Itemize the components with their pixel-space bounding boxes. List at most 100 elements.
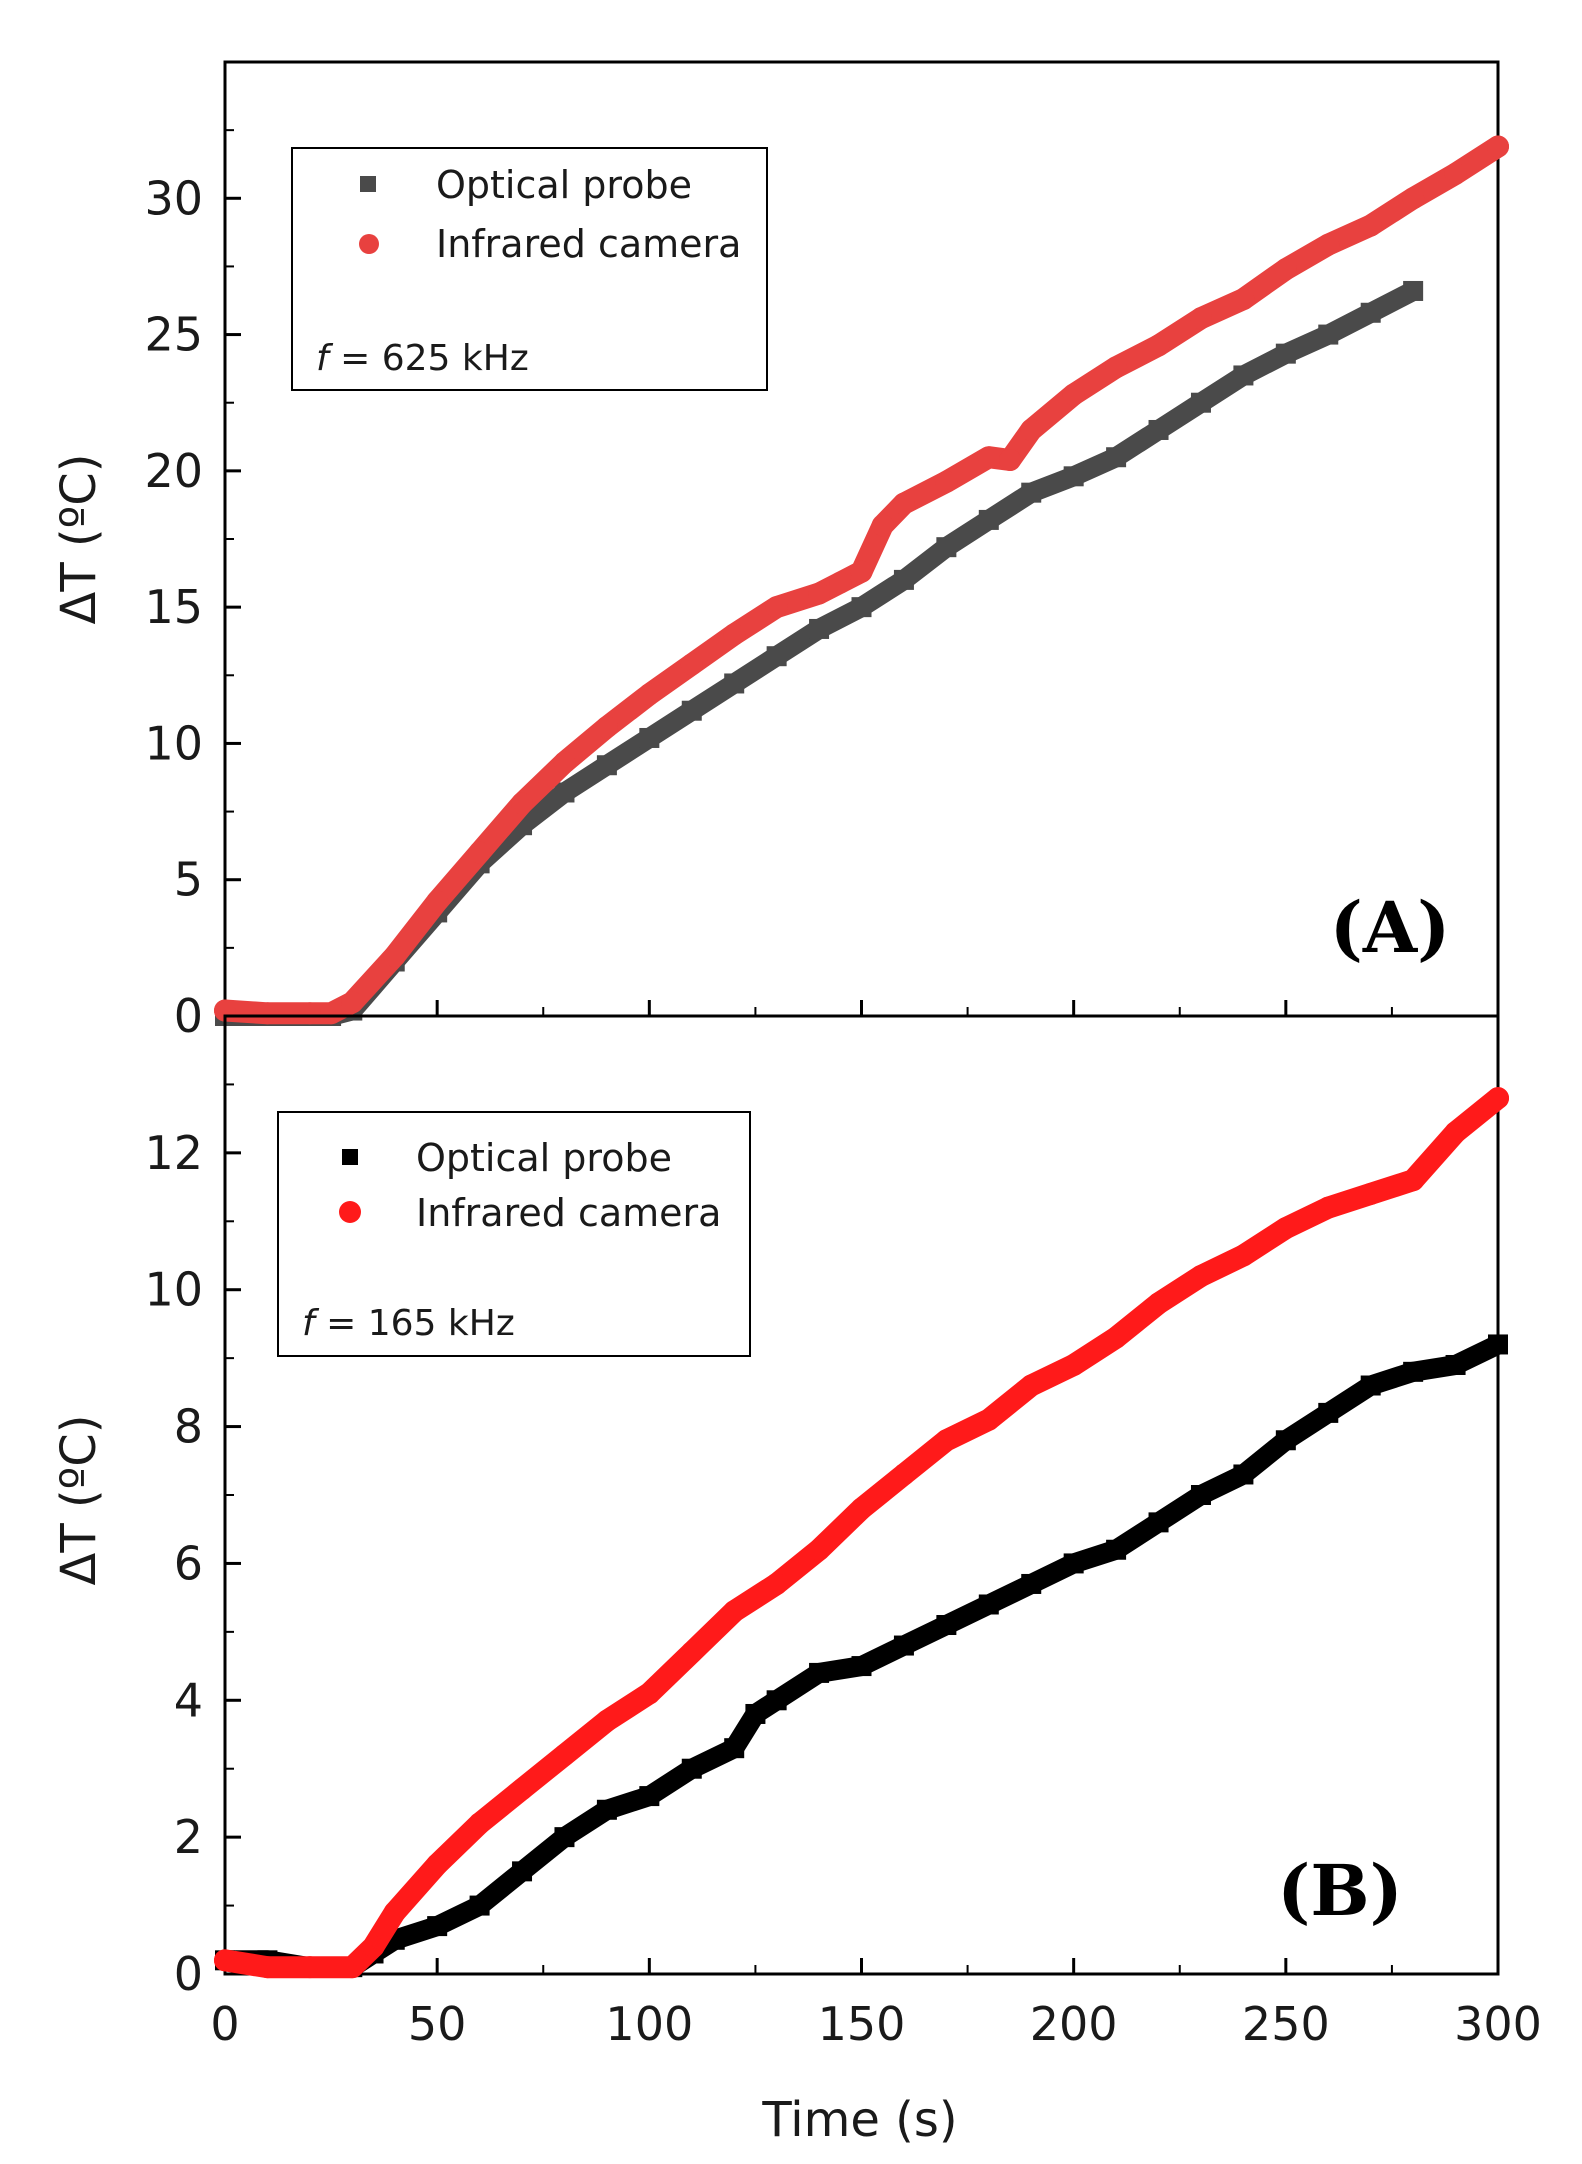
panel-a-infrared-camera-point [468, 841, 491, 864]
panel-b-y-tick-label: 0 [174, 1947, 203, 2001]
panel-a-infrared-camera-point [1359, 214, 1382, 237]
panel-a-y-tick-label: 25 [144, 308, 203, 362]
panel-b-optical-probe-point [596, 1799, 617, 1820]
panel-b-infrared-camera-point [680, 1641, 703, 1664]
panel-b-frequency-annotation: f = 165 kHz [302, 1303, 515, 1344]
panel-b-legend-marker-optical-probe [342, 1149, 358, 1165]
panel-b-infrared-camera-point [595, 1709, 618, 1732]
panel-b-y-axis-title: ΔT (ºC) [51, 1415, 107, 1586]
panel-a-infrared-camera-point [1105, 356, 1128, 379]
panel-b-optical-probe-point [1360, 1375, 1381, 1396]
panel-a-infrared-camera-point [426, 890, 449, 913]
panel-a-series-optical-probe [215, 280, 1424, 1026]
panel-a-optical-probe-point [1403, 280, 1424, 301]
panel-b-infrared-camera-point [341, 1956, 364, 1979]
panel-b-infrared-camera-point [426, 1853, 449, 1876]
panel-a-infrared-camera-point [999, 448, 1022, 471]
panel-a-infrared-camera-point [680, 653, 703, 676]
panel-b-optical-probe-point [1275, 1430, 1296, 1451]
panel-b-y-tick-labels: 0 2 4 6 8 10 12 [144, 1126, 203, 2001]
panel-b-y-tick-label: 8 [174, 1400, 203, 1454]
panel-b-infrared-camera-point [935, 1429, 958, 1452]
panel-b-optical-probe-point [745, 1703, 766, 1724]
panel-b-optical-probe-point [936, 1615, 957, 1636]
panel-b-infrared-camera-point [1105, 1326, 1128, 1349]
panel-b-optical-probe-point [893, 1635, 914, 1656]
panel-b-infrared-camera-point [850, 1497, 873, 1520]
panel-b-infrared-camera-point [1020, 1374, 1043, 1397]
panel-a-y-tick-label: 20 [144, 444, 203, 498]
panel-b-infrared-camera-point [511, 1778, 534, 1801]
panel-b-optical-probe-point [1233, 1464, 1254, 1485]
panel-b-infrared-camera-point [808, 1538, 831, 1561]
panel-b-y-tick-label: 6 [174, 1536, 203, 1590]
panel-b-infrared-camera-point [214, 1949, 236, 1972]
panel-a-optical-probe-point [639, 727, 660, 748]
panel-b-optical-probe-point [1318, 1402, 1339, 1423]
x-tick-label: 300 [1454, 1997, 1542, 2051]
panel-b-legend-marker-infrared-camera [339, 1201, 361, 1223]
panel-a-y-tick-labels: 0 5 10 15 20 25 30 [144, 171, 203, 1043]
panel-a-infrared-camera-point [977, 446, 1000, 469]
panel-b-infrared-camera-point [765, 1572, 788, 1595]
panel-b-optical-probe-point [427, 1916, 448, 1937]
panel-a-infrared-camera-point [298, 1002, 321, 1025]
panel-b-infrared-camera-point [1444, 1121, 1467, 1144]
panel-b-infrared-camera-point [638, 1682, 661, 1705]
panel-a-infrared-camera-point [850, 560, 873, 583]
panel-a-legend-marker-optical-probe [360, 176, 376, 192]
panel-a-optical-probe-point [1148, 419, 1169, 440]
panel-a-optical-probe-point [554, 782, 575, 803]
panel-b-optical-probe-point [1445, 1354, 1466, 1375]
panel-a-infrared-camera-point [1062, 383, 1085, 406]
panel-b-optical-probe-point [469, 1895, 490, 1916]
panel-b-optical-probe-point [1403, 1361, 1424, 1382]
panel-a-optical-probe-point [851, 597, 872, 618]
panel-a-y-tick-label: 15 [144, 580, 203, 634]
panel-a-infrared-camera-point [383, 945, 406, 968]
panel-b-x-tick-labels: 0 50 100 150 200 250 300 [210, 1997, 1542, 2051]
panel-a-infrared-camera-point [320, 1002, 343, 1025]
panel-b-optical-probe-point [851, 1656, 872, 1677]
panel-b-optical-probe-point [1063, 1553, 1084, 1574]
panel-b-legend: Optical probe Infrared camera f = 165 kH… [277, 1111, 751, 1357]
panel-a-y-tick-label: 5 [174, 853, 203, 907]
panel-b-infrared-camera-point [1317, 1196, 1340, 1219]
panel-a-optical-probe-point [596, 755, 617, 776]
panel-b-infrared-camera-point [1062, 1353, 1085, 1376]
panel-a-infrared-camera-point [808, 582, 831, 605]
panel-a-infrared-camera-point [553, 751, 576, 774]
panel-a-optical-probe-point [1063, 466, 1084, 487]
panel-a-optical-probe-point [1275, 343, 1296, 364]
panel-a-optical-probe-point [1106, 447, 1127, 468]
panel-a-optical-probe-point [681, 700, 702, 721]
panel-a: 0 5 10 15 20 25 30 ΔT (ºC) Optical probe Infra… [51, 60, 1509, 1043]
panel-b-optical-probe-point [1021, 1573, 1042, 1594]
x-axis-title: Time (s) [761, 2092, 957, 2148]
panel-b-optical-probe-point [766, 1690, 787, 1711]
panel-b-infrared-camera-point [1274, 1217, 1297, 1240]
panel-b-optical-probe-point [978, 1594, 999, 1615]
panel-b: 0 2 4 6 8 10 12 0 50 100 150 200 250 300 ΔT (ºC) Tim… [51, 1014, 1542, 2148]
panel-a-optical-probe-point [1233, 365, 1254, 386]
panel-b-infrared-camera-point [1189, 1265, 1212, 1288]
panel-a-optical-probe-trace [225, 282, 1418, 1026]
panel-b-frequency-value: = 165 kHz [315, 1303, 515, 1344]
panel-b-infrared-camera-point [362, 1935, 385, 1958]
panel-b-infrared-camera-point [723, 1600, 746, 1623]
panel-a-optical-probe-point [1360, 302, 1381, 323]
panel-a-infrared-camera-point [871, 514, 894, 537]
panel-b-infrared-camera-point [1402, 1169, 1425, 1192]
x-tick-label: 200 [1030, 1997, 1118, 2051]
panel-b-optical-probe-point [809, 1662, 830, 1683]
panel-b-legend-label-infrared-camera: Infrared camera [416, 1191, 721, 1235]
panel-a-optical-probe-point [809, 618, 830, 639]
panel-a-optical-probe-point [893, 569, 914, 590]
panel-a-infrared-camera-point [765, 596, 788, 619]
panel-b-y-tick-label: 10 [144, 1263, 203, 1317]
panel-a-optical-probe-point [724, 673, 745, 694]
panel-b-optical-probe-point [681, 1758, 702, 1779]
panel-b-infrared-camera-point [1232, 1244, 1255, 1267]
panel-b-optical-probe-point [1190, 1485, 1211, 1505]
panel-b-y-tick-label: 2 [174, 1810, 203, 1864]
